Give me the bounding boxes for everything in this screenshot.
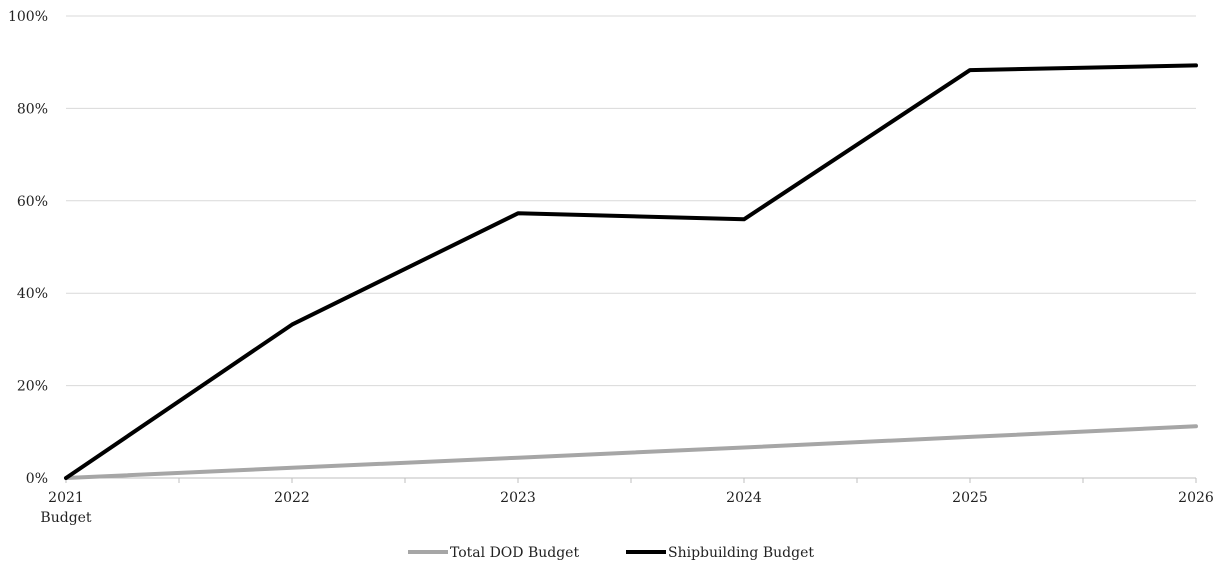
x-axis-tick-labels: 2021 Budget 2022 2023 2024 2025 2026 xyxy=(40,490,1213,526)
x-tick-label: 2023 xyxy=(500,490,536,506)
y-tick-label: 80% xyxy=(17,101,48,117)
series-line-total-dod-budget xyxy=(64,424,1198,480)
y-tick-label: 20% xyxy=(17,379,48,395)
legend-label-shipbuilding-budget: Shipbuilding Budget xyxy=(668,545,814,561)
x-tick-label: 2024 xyxy=(726,490,762,506)
y-tick-label: 100% xyxy=(8,9,48,25)
x-axis xyxy=(65,477,1197,483)
x-tick-label: 2025 xyxy=(952,490,988,506)
series-line-shipbuilding-budget xyxy=(64,63,1198,480)
legend: Total DOD Budget Shipbuilding Budget xyxy=(408,545,814,561)
x-tick-label: 2021 xyxy=(48,490,84,506)
y-tick-label: 0% xyxy=(26,471,48,487)
y-tick-label: 60% xyxy=(17,194,48,210)
x-tick-label: 2022 xyxy=(274,490,310,506)
y-tick-label: 40% xyxy=(17,286,48,302)
gridlines xyxy=(66,15,1196,387)
y-axis-tick-labels: 0% 20% 40% 60% 80% 100% xyxy=(8,9,48,487)
x-tick-label: Budget xyxy=(40,510,92,526)
series-lines xyxy=(64,63,1198,480)
x-tick-label: 2026 xyxy=(1178,490,1214,506)
legend-label-total-dod-budget: Total DOD Budget xyxy=(450,545,579,561)
